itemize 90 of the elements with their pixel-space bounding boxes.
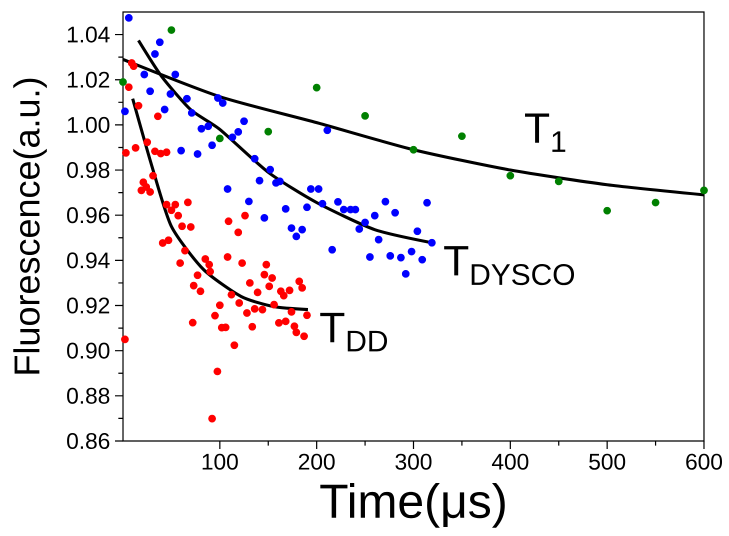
point (423, 198, 431, 207)
point (386, 252, 394, 260)
x-tick-label: 600 (686, 454, 722, 470)
y-tick-label: 0.94 (67, 252, 110, 268)
point (652, 198, 660, 206)
y-axis-title: Fluorescence(a.u.) (13, 78, 47, 374)
point (214, 94, 222, 102)
point (146, 87, 154, 96)
point (361, 218, 369, 226)
x-tick-label: 200 (298, 454, 335, 470)
point (306, 185, 315, 193)
x-tick-label: 500 (589, 454, 626, 470)
point (370, 212, 379, 220)
point (151, 50, 159, 58)
y-tick-label: 0.90 (67, 342, 110, 359)
point (361, 112, 369, 120)
point (391, 208, 399, 217)
point (603, 206, 612, 215)
point (506, 172, 514, 180)
series-label: T$_{DD}$ (320, 312, 388, 352)
x-tick-label: 300 (395, 454, 432, 470)
point (121, 107, 129, 116)
y-tick-label: 0.98 (67, 162, 110, 178)
point (168, 26, 176, 34)
point (183, 94, 191, 103)
point (334, 198, 342, 206)
y-tick-label: 0.88 (67, 388, 110, 404)
point (171, 70, 180, 78)
point (228, 133, 236, 142)
point (160, 106, 169, 114)
point (234, 128, 242, 136)
point (282, 205, 290, 213)
point (323, 126, 332, 134)
point (288, 224, 296, 232)
y-tick-label: 0.86 (67, 432, 110, 450)
point (240, 117, 248, 126)
point (328, 246, 336, 254)
point (166, 90, 174, 98)
series-label: T$_{DYSCO}$ (444, 246, 574, 286)
point (216, 134, 224, 142)
point (397, 254, 405, 262)
point (355, 225, 364, 233)
point (410, 146, 418, 154)
y-tick-label: 0.92 (67, 297, 110, 314)
point (700, 186, 708, 194)
point (208, 141, 216, 150)
point (340, 206, 348, 214)
point (554, 177, 563, 186)
point (382, 198, 390, 206)
point (250, 154, 259, 163)
x-tick-label: 400 (492, 454, 528, 470)
point (119, 78, 127, 86)
point (140, 70, 148, 78)
y-tick-label: 1.00 (68, 116, 110, 133)
x-axis-title: Time(μs) (320, 482, 505, 528)
point (188, 109, 196, 117)
point (292, 232, 300, 240)
point (124, 14, 133, 22)
point (318, 200, 326, 208)
point (260, 214, 268, 222)
point (224, 185, 232, 193)
series-label: T$_{1}$ (525, 113, 566, 152)
point (402, 270, 410, 278)
point (156, 38, 164, 46)
point (414, 227, 422, 236)
point (408, 248, 416, 256)
point (312, 84, 321, 92)
point (266, 166, 274, 174)
point (366, 253, 374, 261)
point (314, 185, 322, 193)
point (198, 124, 206, 133)
point (458, 132, 466, 140)
point (218, 99, 227, 107)
point (418, 256, 426, 264)
y-tick-label: 1.04 (68, 26, 110, 43)
y-tick-label: 0.96 (67, 207, 110, 224)
point (272, 179, 280, 187)
point (177, 146, 185, 154)
point (245, 198, 253, 206)
point (428, 238, 436, 247)
point (374, 236, 383, 244)
point (256, 176, 264, 185)
point (303, 203, 311, 212)
line-series (131, 97, 310, 312)
point (194, 150, 202, 158)
point (204, 122, 212, 130)
x-tick-label: 100 (202, 454, 238, 470)
point (298, 226, 306, 234)
y-tick-label: 1.02 (68, 72, 110, 88)
point (264, 128, 272, 136)
